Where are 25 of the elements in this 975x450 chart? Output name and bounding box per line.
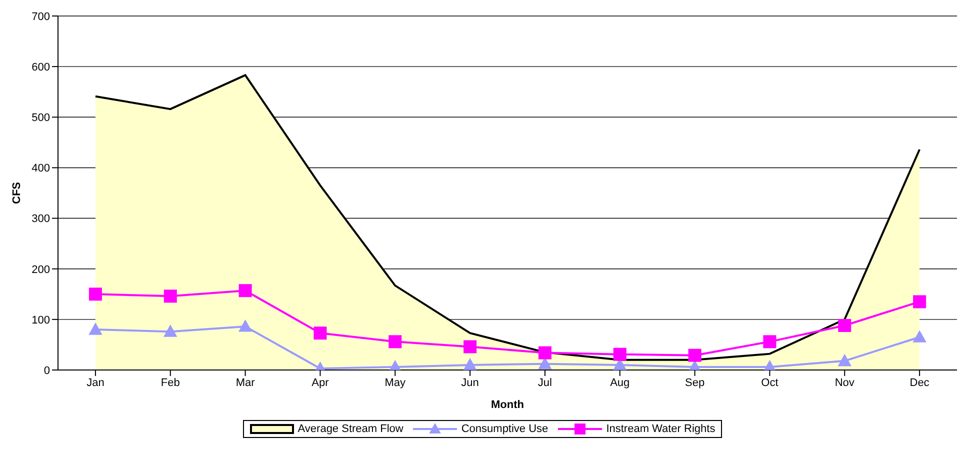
x-tick-label: Sep	[685, 376, 705, 389]
x-tick-label: Jan	[86, 376, 104, 389]
y-tick-label: 300	[32, 213, 50, 226]
x-tick-label: Oct	[761, 376, 778, 389]
legend-label: Consumptive Use	[461, 423, 548, 435]
x-tick-label: May	[384, 376, 406, 389]
x-tick-label: Jul	[538, 376, 552, 389]
x-tick-label: Jun	[461, 376, 479, 389]
x-tick-label: Nov	[834, 376, 855, 389]
y-axis-title: CFS	[10, 182, 23, 204]
y-tick-label: 500	[32, 112, 50, 124]
y-tick-label: 400	[32, 162, 50, 175]
legend-label: Instream Water Rights	[606, 423, 716, 435]
legend-label: Average Stream Flow	[298, 423, 404, 435]
y-tick-label: 100	[32, 314, 50, 326]
x-tick-label: Mar	[236, 376, 256, 389]
x-tick-label: Aug	[610, 376, 630, 389]
y-tick-label: 200	[32, 264, 50, 276]
x-tick-label: Dec	[910, 376, 930, 389]
y-tick-label: 0	[44, 364, 50, 377]
y-tick-label: 700	[32, 10, 50, 23]
x-tick-label: Feb	[160, 376, 180, 389]
x-axis-title: Month	[491, 399, 524, 411]
x-tick-label: Apr	[312, 376, 330, 389]
y-tick-label: 600	[32, 61, 50, 74]
